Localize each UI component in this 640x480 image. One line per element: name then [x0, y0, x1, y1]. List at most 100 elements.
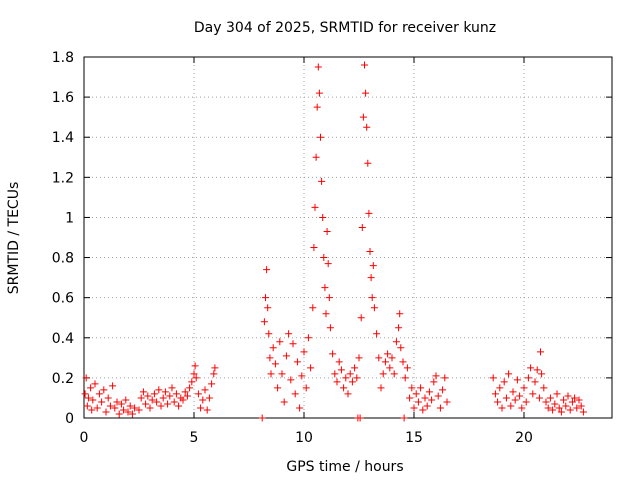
data-point	[296, 404, 304, 412]
data-point	[135, 406, 143, 414]
data-point	[271, 360, 279, 368]
data-point	[285, 330, 293, 338]
data-point	[186, 384, 194, 392]
data-point	[120, 406, 128, 414]
data-point	[575, 396, 583, 404]
data-point	[395, 324, 403, 332]
data-point	[159, 394, 167, 402]
data-point	[375, 354, 383, 362]
data-point	[359, 113, 367, 121]
data-point	[403, 364, 411, 372]
data-point	[274, 384, 282, 392]
data-point	[310, 244, 318, 252]
data-point	[179, 396, 187, 404]
data-point	[170, 398, 178, 406]
data-point	[529, 390, 537, 398]
data-point	[266, 354, 274, 362]
data-point	[197, 404, 205, 412]
axis-ticks: 0 0.2 0.4 0.6 0.8 1 1.2 1.4 1.6 1.8 0 5 10 15 20	[52, 50, 612, 446]
data-point	[211, 364, 219, 372]
x-tick-label: 15	[405, 430, 423, 446]
data-point	[263, 266, 271, 274]
data-point	[113, 398, 121, 406]
data-point	[315, 89, 323, 97]
data-point	[549, 406, 557, 414]
y-tick-label: 1.6	[52, 90, 74, 106]
data-point	[262, 294, 269, 302]
data-point	[353, 374, 361, 382]
data-point	[357, 314, 365, 322]
data-point	[425, 388, 433, 396]
data-point	[82, 374, 90, 382]
data-point	[513, 376, 521, 384]
data-point	[430, 378, 438, 386]
data-point	[309, 304, 317, 312]
data-point	[518, 404, 526, 412]
data-point	[520, 384, 528, 392]
data-point	[191, 362, 199, 370]
y-tick-label: 0	[65, 411, 74, 427]
data-point	[396, 310, 404, 318]
data-point	[355, 354, 363, 362]
data-point	[155, 386, 163, 394]
data-point	[106, 402, 114, 410]
data-point	[544, 404, 552, 412]
data-point	[369, 262, 377, 270]
data-point	[441, 374, 449, 382]
data-point	[358, 223, 366, 231]
data-point	[568, 398, 576, 406]
x-tick-label: 5	[190, 430, 199, 446]
data-point	[342, 374, 350, 382]
data-point	[188, 378, 196, 386]
data-point	[313, 103, 321, 111]
data-point	[146, 404, 154, 412]
data-point	[419, 406, 427, 414]
data-point	[311, 203, 319, 211]
data-point	[366, 248, 374, 256]
y-tick-label: 1	[65, 210, 74, 226]
data-point	[535, 394, 543, 402]
data-point	[494, 398, 502, 406]
data-point	[551, 400, 559, 408]
data-point	[491, 390, 499, 398]
data-point	[298, 372, 306, 380]
data-point	[564, 392, 572, 400]
data-point	[317, 133, 324, 141]
data-point	[533, 366, 541, 374]
data-point	[344, 390, 352, 398]
data-point	[192, 374, 200, 382]
data-point	[537, 348, 544, 356]
data-point	[331, 370, 339, 378]
data-points	[81, 61, 587, 422]
data-point	[340, 384, 348, 392]
data-point	[399, 358, 407, 366]
data-point	[137, 394, 145, 402]
data-point	[428, 396, 436, 404]
data-point	[509, 388, 517, 396]
x-tick-label: 10	[295, 430, 313, 446]
data-point	[201, 386, 209, 394]
data-point	[93, 404, 101, 412]
data-point	[388, 354, 396, 362]
data-point	[157, 402, 165, 410]
data-point	[489, 374, 497, 382]
data-point	[562, 402, 570, 410]
data-point	[540, 384, 548, 392]
data-point	[392, 338, 400, 346]
data-point	[362, 89, 370, 97]
data-point	[400, 414, 408, 422]
data-point	[397, 344, 405, 352]
data-point	[553, 390, 561, 398]
data-point	[348, 378, 356, 386]
data-point	[527, 364, 535, 372]
data-point	[267, 370, 275, 378]
data-point	[325, 294, 333, 302]
data-point	[172, 390, 180, 398]
data-point	[208, 380, 216, 388]
data-point	[443, 398, 451, 406]
data-point	[414, 398, 422, 406]
data-point	[401, 374, 409, 382]
data-point	[524, 374, 532, 382]
data-point	[373, 330, 381, 338]
data-point	[102, 408, 110, 416]
